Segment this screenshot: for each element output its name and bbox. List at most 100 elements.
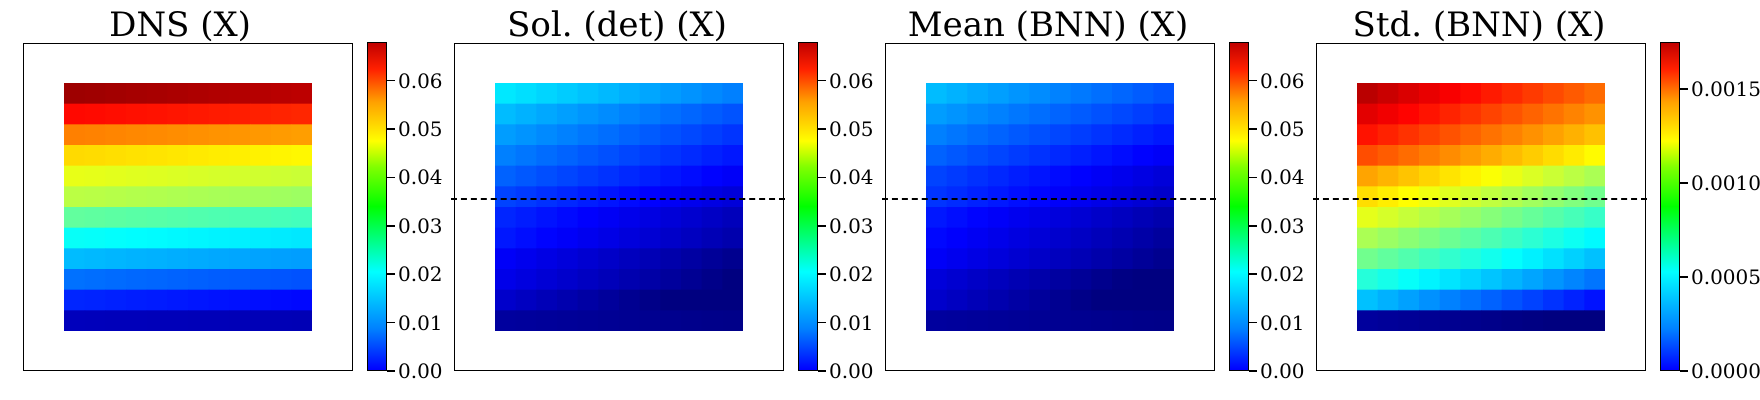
heatmap-cell	[1377, 310, 1399, 331]
colorbar-tick	[1680, 88, 1688, 90]
heatmap-cell	[188, 103, 210, 125]
heatmap-cell	[1377, 227, 1399, 249]
heatmap-cell	[84, 207, 106, 229]
heatmap-cell	[515, 186, 537, 208]
heatmap-cell	[1563, 289, 1585, 311]
heatmap-cell	[1050, 145, 1072, 167]
colorbar-tick	[387, 128, 395, 130]
heatmap-cell	[1398, 124, 1420, 146]
colorbar-tick-label: 0.03	[1260, 213, 1305, 238]
heatmap-cell	[1008, 227, 1030, 249]
heatmap-cell	[639, 207, 661, 229]
heatmap-cell	[557, 124, 579, 146]
heatmap-cell	[1501, 83, 1523, 105]
heatmap-cell	[1522, 227, 1544, 249]
heatmap-cell	[598, 83, 620, 105]
heatmap-cell	[1398, 83, 1420, 105]
heatmap-cell	[619, 145, 641, 167]
heatmap-cell	[126, 124, 148, 146]
colorbar-tick-label: 0.0010	[1691, 171, 1760, 195]
heatmap-cell	[701, 83, 723, 105]
heatmap-cell	[515, 165, 537, 187]
colorbar-tick-label: 0.02	[1260, 262, 1305, 287]
heatmap-cell	[1132, 124, 1154, 146]
heatmap-cell	[1357, 248, 1379, 270]
heatmap-cell	[1357, 186, 1379, 208]
heatmap-cell	[1029, 83, 1051, 105]
heatmap-cell	[64, 145, 86, 167]
heatmap-cell	[1008, 269, 1030, 291]
heatmap-cell	[1029, 207, 1051, 229]
colorbar-tick	[1249, 273, 1257, 275]
heatmap-cell	[1563, 269, 1585, 291]
heatmap-cell	[946, 83, 968, 105]
heatmap-cell	[1522, 248, 1544, 270]
heatmap-cell	[84, 289, 106, 311]
heatmap-cell	[660, 145, 682, 167]
heatmap-cell	[1132, 207, 1154, 229]
heatmap-cell	[660, 289, 682, 311]
heatmap-cell	[1357, 269, 1379, 291]
heatmap-cell	[660, 207, 682, 229]
heatmap-cell	[126, 248, 148, 270]
heatmap-cell	[1398, 207, 1420, 229]
heatmap-cell	[188, 248, 210, 270]
heatmap-cell	[1584, 269, 1605, 291]
heatmap-cell	[681, 124, 703, 146]
heatmap-cell	[1153, 269, 1174, 291]
heatmap-cell	[1460, 227, 1482, 249]
heatmap-cell	[64, 207, 86, 229]
colorbar-tick-label: 0.00	[829, 359, 874, 383]
heatmap-cell	[1377, 165, 1399, 187]
heatmap-cell	[250, 248, 272, 270]
heatmap-cell	[84, 165, 106, 187]
heatmap-cell	[1501, 248, 1523, 270]
heatmap-cell	[1481, 83, 1503, 105]
colorbar-tick-label: 0.01	[1260, 310, 1305, 335]
heatmap-cell	[598, 165, 620, 187]
heatmap-cell	[229, 289, 251, 311]
heatmap-cell	[722, 269, 743, 291]
heatmap-cell	[926, 310, 948, 331]
heatmap-cell	[1563, 227, 1585, 249]
heatmap-cell	[1563, 83, 1585, 105]
heatmap-cell	[229, 103, 251, 125]
heatmap-cell	[536, 186, 558, 208]
heatmap-cell	[536, 145, 558, 167]
heatmap-cell	[1357, 310, 1379, 331]
heatmap-cell	[536, 310, 558, 331]
heatmap-cell	[229, 227, 251, 249]
heatmap-cell	[1460, 165, 1482, 187]
heatmap-cell	[1398, 310, 1420, 331]
heatmap-cell	[1091, 310, 1113, 331]
heatmap-cell	[515, 269, 537, 291]
heatmap-cell	[291, 269, 312, 291]
heatmap-cell	[1091, 83, 1113, 105]
colorbar-tick	[1249, 321, 1257, 324]
heatmap-cell	[946, 103, 968, 125]
heatmap-cell	[988, 269, 1010, 291]
heatmap-cell	[946, 145, 968, 167]
heatmap-cell	[1439, 289, 1461, 311]
heatmap-cell	[1481, 186, 1503, 208]
heatmap-cell	[988, 248, 1010, 270]
heatmap-cell	[536, 248, 558, 270]
heatmap-cell	[1439, 269, 1461, 291]
heatmap-cell	[229, 165, 251, 187]
heatmap-cell	[1112, 227, 1134, 249]
heatmap-cell	[1153, 310, 1174, 331]
heatmap-cell	[1070, 207, 1092, 229]
heatmap-cell	[146, 103, 168, 125]
panel-4-colorbar	[1660, 42, 1680, 371]
heatmap-cell	[167, 124, 189, 146]
heatmap-cell	[188, 269, 210, 291]
heatmap-cell	[598, 269, 620, 291]
colorbar-tick	[1680, 276, 1688, 278]
heatmap-cell	[167, 145, 189, 167]
heatmap-cell	[1543, 227, 1565, 249]
heatmap-cell	[1419, 227, 1441, 249]
heatmap-cell	[722, 165, 743, 187]
panel-1-colorbar	[367, 42, 387, 371]
heatmap-cell	[515, 207, 537, 229]
heatmap-cell	[1008, 310, 1030, 331]
